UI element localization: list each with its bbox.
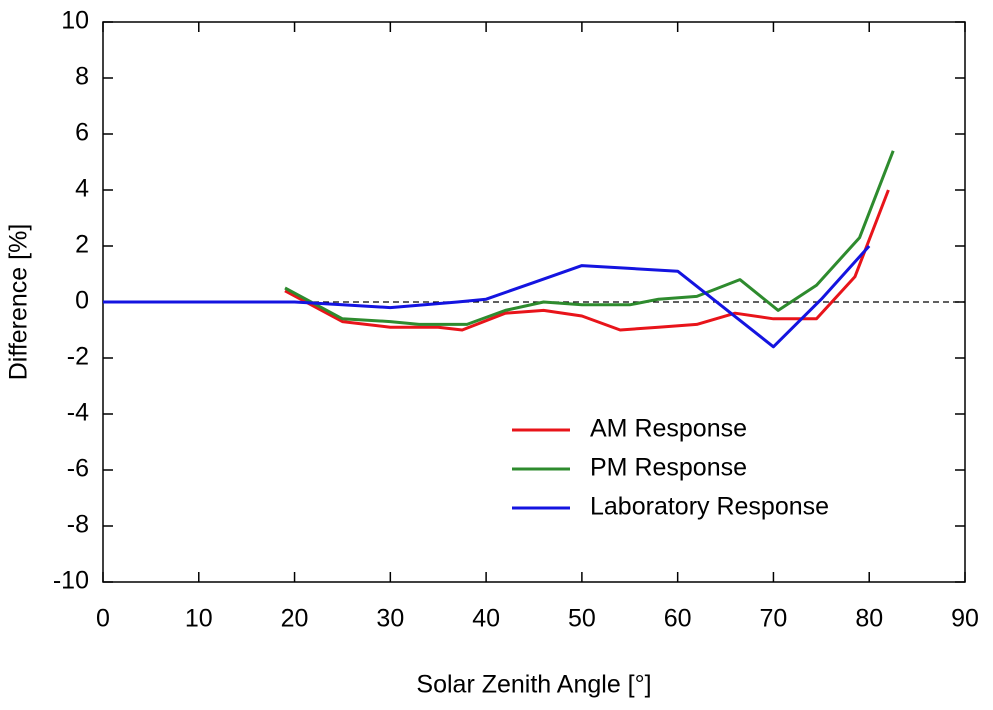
x-tick-label: 20 [281, 605, 309, 633]
y-tick-label: -4 [67, 399, 89, 427]
y-axis-title: Difference [%] [5, 224, 33, 381]
series-line [284, 189, 890, 332]
series-line [284, 150, 895, 326]
y-tick-label: 2 [75, 231, 89, 259]
legend-label: Laboratory Response [590, 493, 829, 521]
x-tick-label: 70 [760, 605, 788, 633]
y-tick-label: -2 [67, 343, 89, 371]
x-tick-label: 50 [568, 605, 596, 633]
legend-label: AM Response [590, 415, 747, 443]
y-tick-label: 8 [75, 63, 89, 91]
x-tick-label: 80 [855, 605, 883, 633]
x-axis-title: Solar Zenith Angle [°] [416, 671, 651, 699]
series-line [103, 244, 871, 349]
x-tick-label: 10 [185, 605, 213, 633]
legend-label: PM Response [590, 454, 747, 482]
x-tick-label: 40 [472, 605, 500, 633]
x-tick-label: 90 [951, 605, 979, 633]
y-tick-label: 4 [75, 175, 89, 203]
y-tick-label: -10 [53, 567, 89, 595]
x-tick-label: 60 [664, 605, 692, 633]
x-tick-label: 30 [376, 605, 404, 633]
y-tick-label: 0 [75, 287, 89, 315]
y-tick-label: -6 [67, 455, 89, 483]
x-tick-label: 0 [96, 605, 110, 633]
y-tick-label: 10 [61, 7, 89, 35]
y-tick-label: -8 [67, 511, 89, 539]
y-tick-label: 6 [75, 119, 89, 147]
